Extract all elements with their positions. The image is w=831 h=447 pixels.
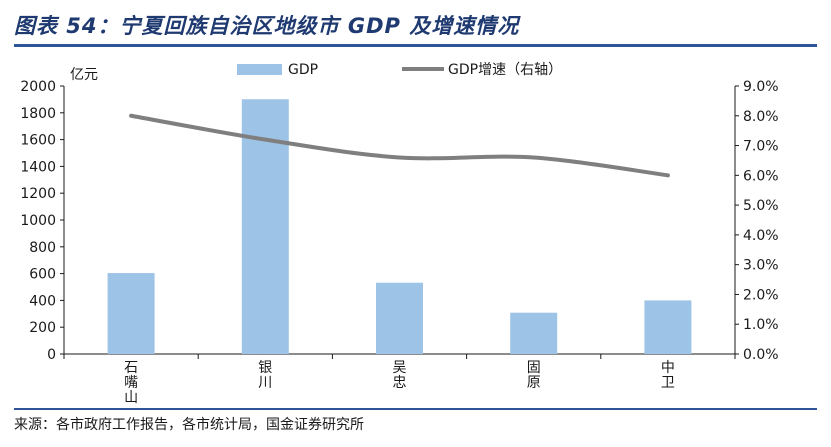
right-tick-label: 5.0% [743, 198, 779, 214]
gdp-bar [510, 312, 558, 354]
x-tick-label-char: 山 [124, 390, 138, 406]
right-tick-label: 6.0% [743, 168, 779, 184]
title-bar: 图表 54：宁夏回族自治区地级市 GDP 及增速情况 [14, 6, 814, 42]
left-tick-label: 800 [29, 240, 56, 256]
left-tick-label: 400 [29, 293, 56, 309]
left-tick-label: 0 [47, 347, 56, 363]
left-tick-label: 200 [29, 320, 56, 336]
x-tick-label-char: 中 [661, 360, 675, 376]
left-tick-label: 2000 [20, 79, 56, 95]
right-tick-label: 3.0% [743, 258, 779, 274]
left-tick-label: 1200 [20, 186, 56, 202]
legend-label-growth: GDP增速（右轴） [448, 62, 562, 78]
legend-swatch-gdp [237, 64, 282, 75]
footer-rule [14, 408, 817, 410]
x-tick-label-char: 嘴 [124, 375, 138, 391]
source-note: 来源：各市政府工作报告，各市统计局，国金证券研究所 [14, 417, 364, 433]
left-axis-unit-label: 亿元 [70, 67, 98, 83]
gdp-bar [644, 300, 692, 354]
x-tick-label-char: 川 [258, 375, 272, 391]
right-tick-label: 0.0% [743, 347, 779, 363]
gdp-growth-point [399, 156, 400, 158]
x-tick-label-char: 固 [527, 360, 541, 376]
x-tick-label-char: 忠 [393, 375, 407, 391]
left-tick-label: 600 [29, 267, 56, 283]
right-tick-label: 4.0% [743, 228, 779, 244]
title-rule [14, 44, 817, 47]
gdp-growth-point [667, 174, 669, 176]
x-tick-label-char: 卫 [661, 375, 675, 391]
gdp-growth-point [264, 139, 266, 141]
legend-label-gdp: GDP [288, 62, 318, 78]
x-tick-label: 石嘴山 [124, 360, 138, 406]
gdp-growth-point [130, 115, 132, 117]
x-tick-label-char: 石 [124, 360, 138, 376]
right-tick-label: 7.0% [743, 139, 779, 155]
x-tick-label: 中卫 [661, 360, 675, 391]
gdp-growth-line [129, 113, 670, 178]
gdp-bar [376, 282, 423, 354]
right-tick-label: 9.0% [743, 79, 779, 95]
right-tick-label: 8.0% [743, 109, 779, 125]
x-tick-label: 银川 [258, 360, 272, 391]
x-tick-label: 固原 [527, 360, 541, 391]
right-tick-label: 1.0% [743, 317, 779, 333]
chart-title: 图表 54：宁夏回族自治区地级市 GDP 及增速情况 [14, 14, 520, 38]
left-tick-label: 1600 [20, 133, 56, 149]
right-tick-label: 2.0% [743, 287, 779, 303]
left-tick-label: 1400 [20, 159, 56, 175]
left-tick-label: 1000 [20, 213, 56, 229]
x-tick-label: 吴忠 [393, 360, 407, 391]
x-tick-label-char: 原 [527, 375, 541, 391]
gdp-growth-point [533, 156, 535, 158]
x-tick-label-char: 银 [258, 360, 272, 376]
x-tick-label-char: 吴 [393, 360, 407, 376]
left-tick-label: 1800 [20, 106, 56, 122]
gdp-bar [107, 273, 155, 354]
